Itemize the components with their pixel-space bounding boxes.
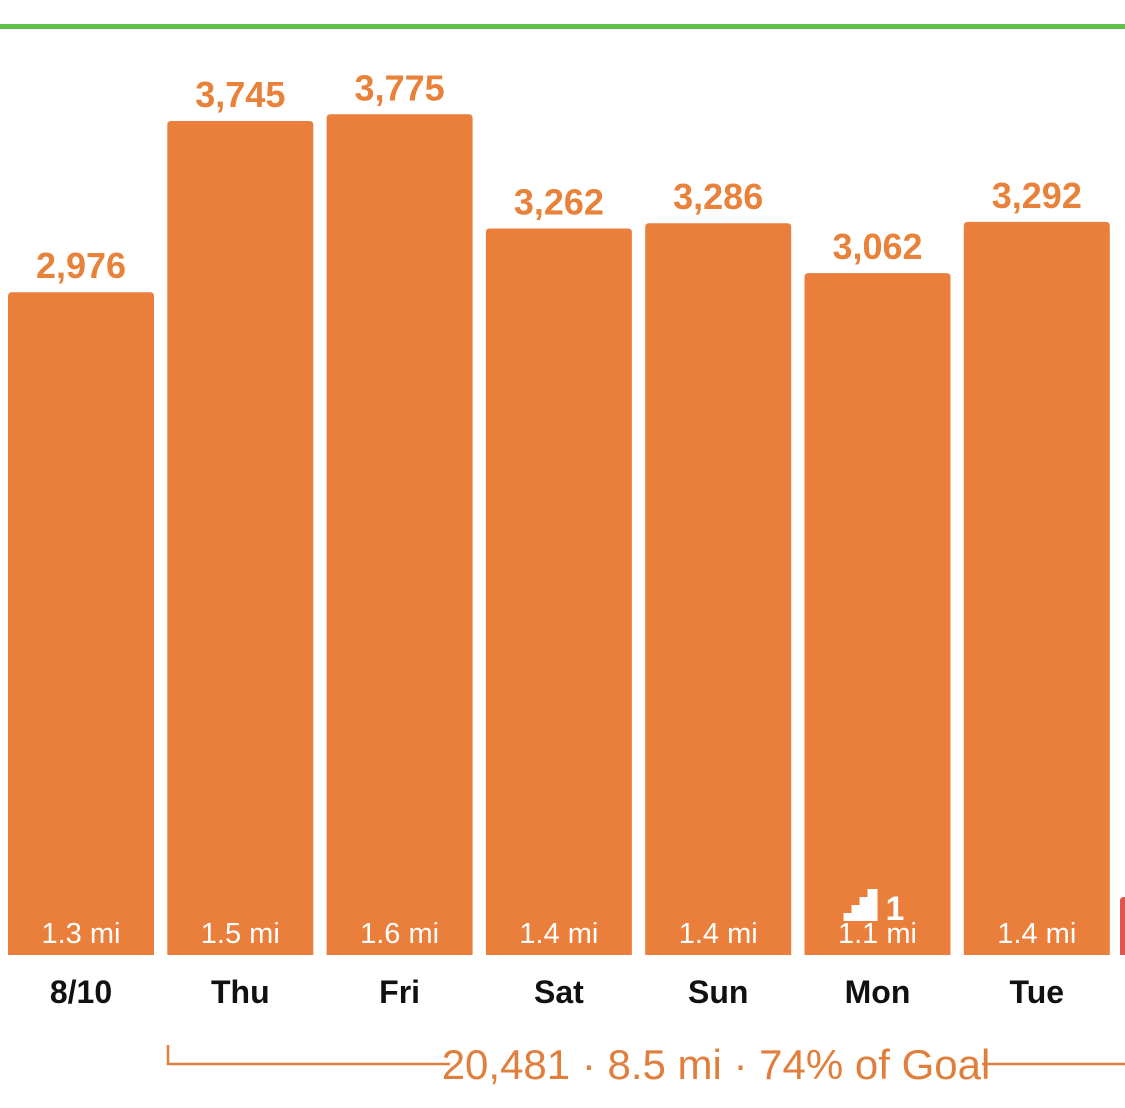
day-label: Fri	[379, 974, 420, 1010]
bar-value-label: 3,062	[832, 226, 922, 267]
bar-distance-label: 1.5 mi	[201, 918, 280, 950]
bar-value-label: 2,976	[36, 245, 126, 286]
bar-distance-label: 1.3 mi	[42, 918, 121, 950]
day-label: Sat	[534, 974, 584, 1010]
bar	[804, 273, 951, 955]
bar	[326, 114, 473, 956]
bar-distance-label: 1.4 mi	[997, 918, 1076, 950]
bar-group: 3,286 1.4 mi Sun	[645, 176, 792, 1010]
summary-bracket-left	[166, 1045, 450, 1066]
bar	[963, 221, 1110, 956]
weekly-summary: 20,481 · 8.5 mi · 74% of Goal	[166, 1041, 1125, 1088]
bar-group: 3,292 1.4 mi Tue	[963, 175, 1110, 1010]
bar-distance-label: 1.1 mi	[838, 918, 917, 950]
bar-distance-label: 1.4 mi	[519, 918, 598, 950]
bar-group: 3,745 1.5 mi Thu	[167, 74, 314, 1010]
bar	[8, 292, 154, 955]
goal-line	[0, 24, 1125, 29]
bar-value-label: 3,286	[673, 176, 763, 217]
day-label: Mon	[845, 974, 911, 1010]
next-day-partial-layer	[1120, 897, 1125, 955]
bar	[167, 120, 314, 955]
day-label: Tue	[1010, 974, 1065, 1010]
bar-value-label: 3,292	[992, 175, 1082, 216]
bar-group: 3,062 1.1 mi1 Mon	[804, 226, 951, 1010]
bar-group: 3,262 1.4 mi Sat	[485, 182, 632, 1010]
bar-group: 3,775 1.6 mi Fri	[326, 67, 473, 1010]
bar-distance-label: 1.6 mi	[360, 918, 439, 950]
bar-value-label: 3,775	[355, 67, 445, 108]
bar-value-label: 3,745	[195, 74, 285, 115]
bar	[645, 223, 792, 956]
next-day-partial-bar	[1120, 897, 1125, 955]
day-label: 8/10	[50, 974, 112, 1010]
bar-distance-label: 1.4 mi	[679, 918, 758, 950]
stairs-icon	[843, 889, 878, 921]
day-label: Sun	[688, 974, 748, 1010]
bar	[485, 228, 632, 955]
bars-layer: 2,976 1.3 mi 8/10 3,745 1.5 mi Thu 3,775 1.6 mi…	[8, 67, 1110, 1010]
bar-group: 2,976 1.3 mi 8/10	[8, 245, 154, 1010]
day-label: Thu	[211, 974, 270, 1010]
bar-value-label: 3,262	[514, 182, 604, 223]
floors-count: 1	[886, 890, 905, 928]
summary-text: 20,481 · 8.5 mi · 74% of Goal	[442, 1041, 991, 1088]
